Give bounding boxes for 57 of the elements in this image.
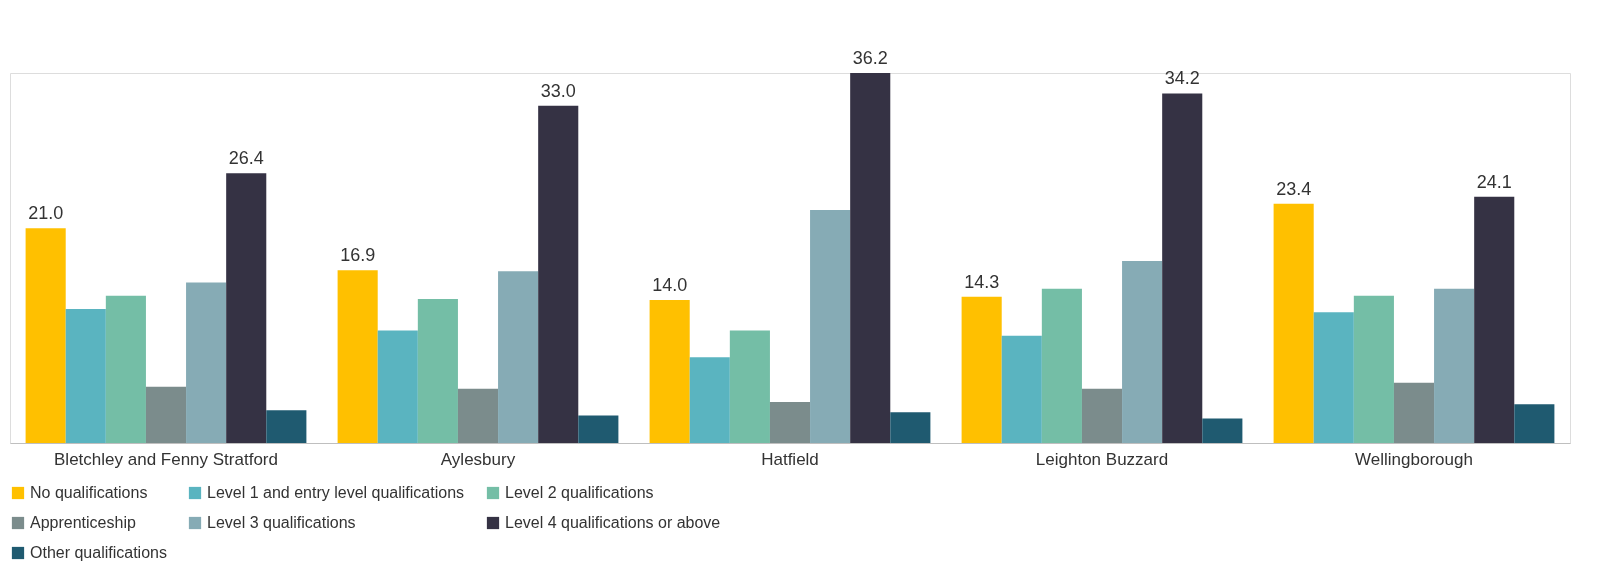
- bar: [25, 228, 66, 443]
- bar: [417, 298, 458, 443]
- bar: [890, 412, 931, 443]
- x-tick-label: Leighton Buzzard: [1035, 449, 1169, 469]
- legend-label: Level 3 qualifications: [207, 514, 356, 531]
- legend-label: Apprenticeship: [30, 514, 136, 531]
- legend-label: Level 4 qualifications or above: [505, 514, 721, 531]
- bar: [729, 330, 770, 443]
- bar: [1041, 288, 1082, 443]
- x-tick-label: Aylesbury: [440, 449, 516, 469]
- bar: [1353, 295, 1394, 443]
- bar: [145, 386, 187, 443]
- data-label: 26.4: [228, 148, 264, 169]
- bar: [538, 105, 579, 443]
- bar: [769, 402, 811, 443]
- x-tick-label: Hatfield: [761, 449, 819, 469]
- bar: [1202, 418, 1243, 443]
- data-label: 33.0: [540, 80, 576, 101]
- data-label: 14.0: [652, 274, 688, 295]
- x-tick-label: Bletchley and Fenny Stratford: [54, 449, 278, 469]
- bar: [1162, 93, 1203, 443]
- data-label: 14.3: [964, 271, 1000, 292]
- bar: [1434, 288, 1475, 443]
- legend-label: No qualifications: [30, 484, 148, 501]
- bar: [649, 299, 690, 443]
- data-label: 23.4: [1276, 178, 1312, 199]
- legend-label: Level 1 and entry level qualifications: [207, 484, 465, 501]
- bar: [1514, 404, 1555, 443]
- bar: [1122, 261, 1163, 443]
- bar: [498, 271, 539, 443]
- bar: [226, 173, 267, 443]
- bar: [810, 209, 851, 443]
- bar: [337, 270, 378, 443]
- legend-label: Level 2 qualifications: [505, 484, 654, 501]
- bar: [578, 415, 619, 443]
- bar: [1474, 196, 1515, 443]
- bar: [1001, 335, 1042, 443]
- bar: [266, 410, 307, 443]
- bar: [65, 309, 106, 443]
- bar: [105, 295, 146, 443]
- x-tick-label: Wellingborough: [1355, 449, 1473, 469]
- bar: [850, 73, 891, 443]
- bar: [457, 388, 499, 443]
- bar: [377, 330, 418, 443]
- legend-label: Other qualifications: [30, 544, 167, 561]
- bar: [961, 296, 1002, 443]
- data-label: 34.2: [1164, 68, 1200, 89]
- data-label: 16.9: [340, 245, 376, 266]
- data-label: 24.1: [1476, 171, 1512, 192]
- bar: [1393, 382, 1435, 443]
- data-label: 21.0: [28, 203, 64, 224]
- bar: [1273, 203, 1314, 443]
- bar: [1081, 388, 1123, 443]
- data-label: 36.2: [852, 48, 888, 68]
- bar: [689, 357, 730, 443]
- bar: [1313, 312, 1354, 443]
- bar: [186, 282, 227, 443]
